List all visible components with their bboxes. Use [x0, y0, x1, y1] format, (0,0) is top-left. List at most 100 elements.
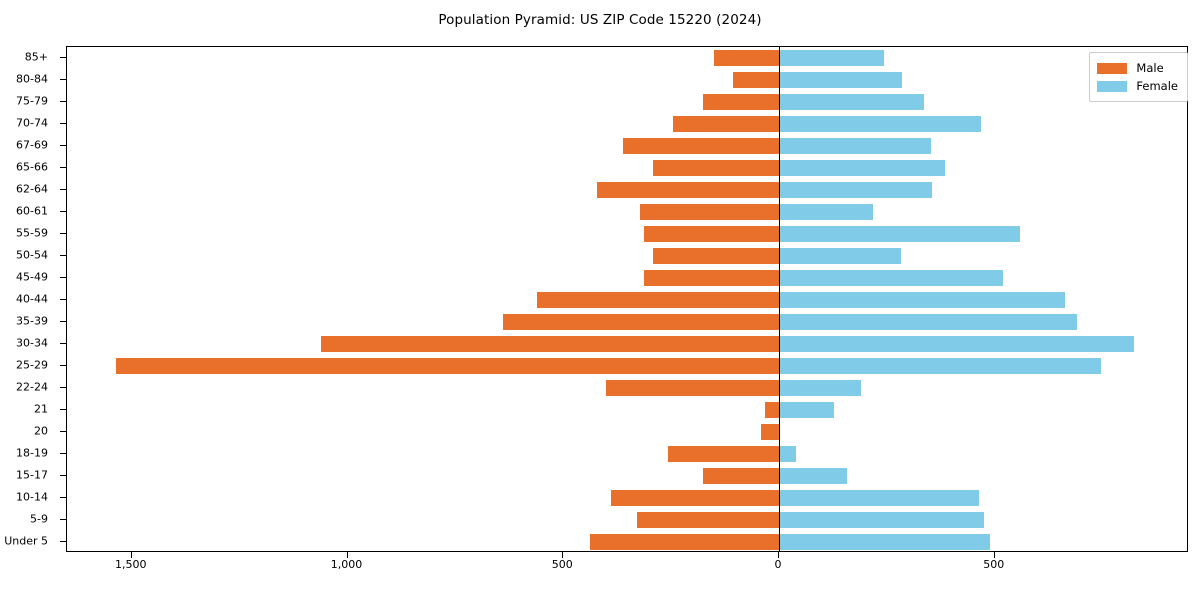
y-tick-mark	[60, 365, 66, 366]
y-tick-mark	[60, 475, 66, 476]
y-tick-label-40-44: 40-44	[16, 292, 48, 306]
bar-female-35-39	[779, 314, 1077, 330]
chart-title: Population Pyramid: US ZIP Code 15220 (2…	[438, 12, 762, 28]
bar-female-67-69	[779, 138, 931, 154]
y-tick-mark	[60, 255, 66, 256]
bar-male-75-79	[703, 94, 780, 110]
y-tick-mark	[60, 431, 66, 432]
y-tick-label-15-17: 15-17	[16, 468, 48, 482]
y-tick-mark	[60, 343, 66, 344]
bar-male-35-39	[502, 314, 780, 330]
bar-male-20	[760, 424, 780, 440]
legend-swatch-male	[1097, 62, 1128, 74]
zero-axis-line	[779, 47, 781, 551]
bar-male-5-9	[637, 512, 780, 528]
y-tick-mark	[60, 57, 66, 58]
bar-female-40-44	[779, 292, 1065, 308]
legend-swatch-female	[1097, 80, 1128, 92]
y-tick-label-22-24: 22-24	[16, 380, 48, 394]
y-tick-mark	[60, 541, 66, 542]
y-tick-label-under-5: Under 5	[4, 534, 48, 548]
bar-female-70-74	[779, 116, 981, 132]
bars-layer	[67, 47, 1187, 551]
y-tick-mark	[60, 101, 66, 102]
y-tick-label-70-74: 70-74	[16, 116, 48, 130]
y-tick-label-65-66: 65-66	[16, 160, 48, 174]
y-tick-mark	[60, 321, 66, 322]
y-tick-mark	[60, 145, 66, 146]
bar-male-70-74	[673, 116, 780, 132]
legend-label-male: Male	[1136, 61, 1164, 75]
plot-area	[66, 46, 1188, 552]
bar-female-75-79	[779, 94, 925, 110]
legend-label-female: Female	[1136, 79, 1178, 93]
bar-male-22-24	[606, 380, 780, 396]
y-tick-mark	[60, 167, 66, 168]
legend-entry-female[interactable]: Female	[1097, 77, 1178, 95]
x-tick-mark	[778, 552, 780, 558]
y-tick-mark	[60, 519, 66, 520]
bar-female-10-14	[779, 490, 979, 506]
bar-female-15-17	[779, 468, 847, 484]
bar-male-10-14	[611, 490, 780, 506]
bar-female-30-34	[779, 336, 1134, 352]
bar-male-65-66	[653, 160, 780, 176]
y-axis-tick-labels: Under 5 5-9 10-14 15-17 18-19 20 21 22-24 25-29 3…	[0, 46, 60, 552]
bar-female-80-84	[779, 72, 903, 88]
y-tick-mark	[60, 453, 66, 454]
bar-female-62-64	[779, 182, 932, 198]
x-tick-mark	[346, 552, 348, 558]
x-tick-label-4: 500	[983, 558, 1005, 571]
x-tick-mark	[562, 552, 564, 558]
y-tick-label-10-14: 10-14	[16, 490, 48, 504]
y-axis-tick-marks	[0, 46, 66, 552]
y-tick-label-45-49: 45-49	[16, 270, 48, 284]
y-tick-mark	[60, 189, 66, 190]
bar-male-60-61	[640, 204, 780, 220]
bar-female-under-5	[779, 534, 991, 550]
bar-male-55-59	[643, 226, 780, 242]
bar-male-25-29	[115, 358, 780, 374]
legend-entry-male[interactable]: Male	[1097, 59, 1178, 77]
bar-female-60-61	[779, 204, 874, 220]
bar-female-50-54	[779, 248, 902, 264]
bar-male-50-54	[653, 248, 780, 264]
x-tick-mark	[993, 552, 995, 558]
bar-male-18-19	[668, 446, 780, 462]
y-tick-label-80-84: 80-84	[16, 72, 48, 86]
y-tick-label-30-34: 30-34	[16, 336, 48, 350]
y-tick-label-35-39: 35-39	[16, 314, 48, 328]
x-axis-ticks: 1,500 1,000 500 0 500	[0, 552, 1200, 571]
y-tick-mark	[60, 123, 66, 124]
bar-female-65-66	[779, 160, 945, 176]
y-tick-label-50-54: 50-54	[16, 248, 48, 262]
bar-female-25-29	[779, 358, 1101, 374]
bar-male-45-49	[643, 270, 780, 286]
y-tick-label-62-64: 62-64	[16, 182, 48, 196]
y-tick-label-75-79: 75-79	[16, 94, 48, 108]
y-tick-mark	[60, 299, 66, 300]
bar-male-80-84	[732, 72, 780, 88]
bar-female-55-59	[779, 226, 1020, 242]
y-tick-mark	[60, 211, 66, 212]
y-tick-label-85-: 85+	[24, 50, 48, 64]
bar-male-85-	[714, 50, 780, 66]
bar-male-under-5	[590, 534, 780, 550]
y-tick-mark	[60, 233, 66, 234]
y-tick-label-67-69: 67-69	[16, 138, 48, 152]
y-tick-mark	[60, 277, 66, 278]
bar-female-85-	[779, 50, 884, 66]
bar-male-62-64	[597, 182, 780, 198]
y-tick-label-25-29: 25-29	[16, 358, 48, 372]
bar-male-40-44	[536, 292, 780, 308]
y-tick-label-21: 21	[34, 402, 48, 416]
y-tick-label-20: 20	[34, 424, 48, 438]
y-tick-label-5-9: 5-9	[30, 512, 48, 526]
bar-female-45-49	[779, 270, 1003, 286]
x-tick-label-0: 1,500	[114, 558, 147, 571]
x-tick-label-2: 500	[551, 558, 573, 571]
y-tick-mark	[60, 387, 66, 388]
bar-female-18-19	[779, 446, 796, 462]
y-tick-label-18-19: 18-19	[16, 446, 48, 460]
x-tick-mark	[130, 552, 132, 558]
